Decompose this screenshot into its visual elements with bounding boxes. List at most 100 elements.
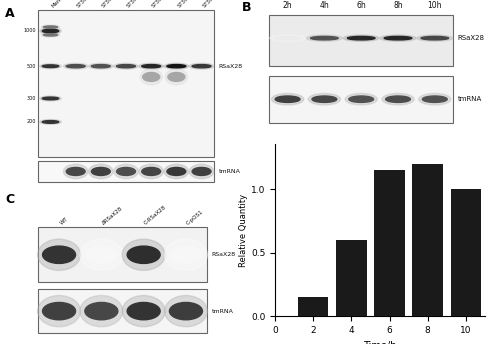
Ellipse shape	[127, 302, 160, 320]
Ellipse shape	[40, 64, 61, 68]
Text: ST398-3-4h: ST398-3-4h	[202, 0, 226, 9]
Ellipse shape	[122, 239, 165, 270]
Text: 10h: 10h	[428, 1, 442, 10]
Ellipse shape	[80, 295, 123, 327]
Ellipse shape	[164, 295, 208, 327]
Text: tmRNA: tmRNA	[458, 96, 482, 102]
FancyBboxPatch shape	[38, 289, 207, 333]
Ellipse shape	[40, 119, 61, 124]
Text: 500: 500	[26, 64, 36, 69]
Ellipse shape	[42, 33, 60, 37]
Ellipse shape	[114, 164, 138, 179]
Ellipse shape	[64, 164, 88, 179]
Text: 200: 200	[26, 119, 36, 125]
Text: ST398-2-4h: ST398-2-4h	[176, 0, 202, 9]
Ellipse shape	[164, 63, 188, 69]
Ellipse shape	[92, 65, 110, 68]
Ellipse shape	[114, 63, 138, 69]
Ellipse shape	[308, 94, 340, 105]
Text: 4h: 4h	[320, 1, 330, 10]
Ellipse shape	[166, 69, 188, 85]
Text: 8h: 8h	[393, 1, 403, 10]
Ellipse shape	[140, 69, 162, 85]
Ellipse shape	[142, 168, 161, 175]
X-axis label: Time/h: Time/h	[364, 341, 396, 344]
Ellipse shape	[349, 96, 374, 103]
Ellipse shape	[417, 35, 452, 41]
Ellipse shape	[44, 34, 58, 36]
Ellipse shape	[64, 63, 88, 69]
Ellipse shape	[386, 96, 410, 103]
FancyBboxPatch shape	[38, 161, 214, 182]
Text: RSaX28: RSaX28	[458, 35, 485, 41]
Ellipse shape	[127, 246, 160, 264]
Ellipse shape	[380, 35, 416, 41]
FancyBboxPatch shape	[269, 15, 453, 66]
Text: B: B	[242, 1, 251, 14]
Ellipse shape	[85, 246, 118, 264]
Ellipse shape	[38, 295, 80, 327]
Text: ST398-1-4h: ST398-1-4h	[76, 0, 101, 9]
Text: 6h: 6h	[356, 1, 366, 10]
Ellipse shape	[348, 36, 375, 40]
Ellipse shape	[116, 65, 136, 68]
Ellipse shape	[421, 36, 448, 40]
Ellipse shape	[42, 302, 76, 320]
Ellipse shape	[92, 168, 110, 175]
Ellipse shape	[170, 246, 202, 264]
Ellipse shape	[192, 65, 211, 68]
Bar	[374, 170, 405, 316]
Text: ST398-2-4h: ST398-2-4h	[101, 0, 126, 9]
Ellipse shape	[384, 36, 412, 40]
FancyBboxPatch shape	[269, 76, 453, 122]
Text: Marker: Marker	[50, 0, 67, 9]
Ellipse shape	[167, 65, 186, 68]
Bar	[412, 164, 443, 316]
Ellipse shape	[382, 94, 414, 105]
Ellipse shape	[270, 35, 306, 41]
Ellipse shape	[275, 96, 300, 103]
Ellipse shape	[422, 96, 447, 103]
Ellipse shape	[66, 65, 85, 68]
Ellipse shape	[42, 121, 58, 123]
Ellipse shape	[122, 295, 165, 327]
Text: 300: 300	[26, 96, 36, 101]
Ellipse shape	[44, 26, 58, 28]
Ellipse shape	[310, 36, 338, 40]
Ellipse shape	[88, 63, 113, 69]
Ellipse shape	[42, 97, 58, 100]
FancyBboxPatch shape	[38, 227, 207, 282]
Ellipse shape	[344, 35, 379, 41]
Text: 2h: 2h	[283, 1, 292, 10]
Y-axis label: Relative Quantity: Relative Quantity	[239, 194, 248, 267]
Ellipse shape	[88, 164, 113, 179]
Ellipse shape	[40, 28, 61, 34]
Ellipse shape	[345, 94, 378, 105]
Text: tmRNA: tmRNA	[212, 309, 234, 314]
Ellipse shape	[312, 96, 337, 103]
Ellipse shape	[170, 302, 202, 320]
Text: WT: WT	[59, 216, 69, 226]
Text: C-pOS1: C-pOS1	[186, 209, 205, 226]
Ellipse shape	[38, 239, 80, 270]
Ellipse shape	[42, 25, 60, 29]
Text: C-RSaX28: C-RSaX28	[144, 205, 168, 226]
Ellipse shape	[168, 73, 185, 82]
Text: RSaX28: RSaX28	[219, 64, 243, 69]
Ellipse shape	[42, 65, 58, 67]
Text: ST398-1-4h: ST398-1-4h	[151, 0, 176, 9]
Ellipse shape	[164, 164, 188, 179]
Ellipse shape	[167, 168, 186, 175]
Text: A: A	[5, 7, 15, 20]
Ellipse shape	[139, 63, 164, 69]
Ellipse shape	[142, 65, 161, 68]
Ellipse shape	[116, 168, 136, 175]
Text: RSaX28: RSaX28	[212, 252, 236, 257]
FancyBboxPatch shape	[38, 10, 214, 157]
Text: ST398-3-4h: ST398-3-4h	[126, 0, 151, 9]
Ellipse shape	[418, 94, 451, 105]
Ellipse shape	[164, 239, 208, 270]
Bar	[298, 297, 328, 316]
Ellipse shape	[190, 164, 214, 179]
Ellipse shape	[80, 239, 123, 270]
